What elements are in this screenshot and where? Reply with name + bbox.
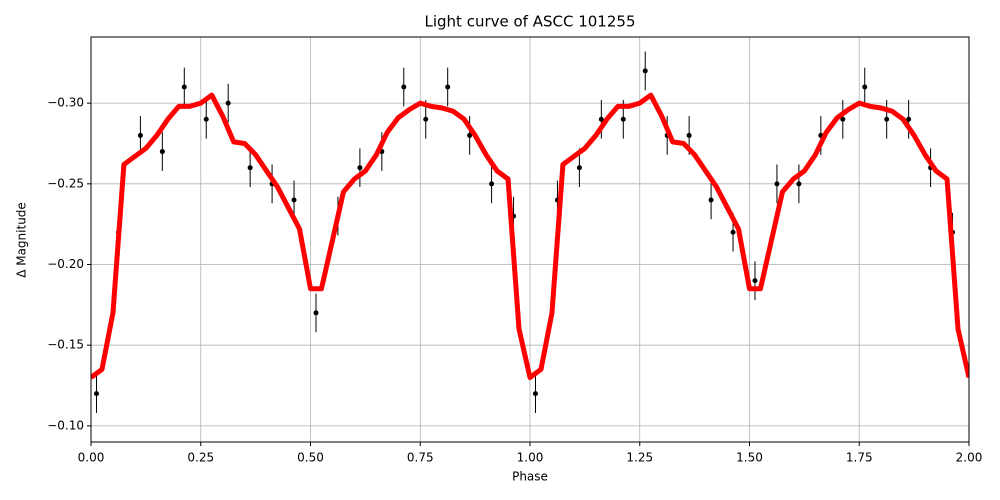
y-tick-label: −0.25 (47, 176, 84, 190)
data-point (423, 116, 429, 122)
x-tick-label: 2.00 (956, 451, 983, 465)
data-point (708, 197, 714, 203)
y-tick-label: −0.30 (47, 96, 84, 110)
data-point (730, 229, 736, 235)
data-point (357, 165, 363, 171)
data-point (620, 116, 626, 122)
data-point (93, 391, 99, 397)
data-point (796, 181, 802, 187)
x-axis-label: Phase (512, 470, 548, 484)
data-point (247, 165, 253, 171)
x-tick-label: 0.00 (78, 451, 105, 465)
x-tick-label: 0.50 (297, 451, 324, 465)
chart-title: Light curve of ASCC 101255 (425, 13, 636, 31)
x-tick-label: 1.00 (517, 451, 544, 465)
plot-frame (90, 36, 970, 443)
x-tick-label: 0.75 (407, 451, 434, 465)
data-point (598, 116, 604, 122)
data-point (686, 132, 692, 138)
data-point (203, 116, 209, 122)
data-point (489, 181, 495, 187)
data-point (840, 116, 846, 122)
data-point (532, 391, 538, 397)
data-point (401, 84, 407, 90)
y-tick-label: −0.10 (47, 418, 84, 432)
y-tick-label: −0.15 (47, 338, 84, 352)
data-point (181, 84, 187, 90)
data-point (884, 116, 890, 122)
curve (91, 92, 969, 380)
data-point (906, 116, 912, 122)
y-axis-label: Δ Magnitude (15, 202, 29, 278)
data-point (313, 310, 319, 316)
data-point (774, 181, 780, 187)
data-point (225, 100, 231, 106)
y-tick-label: −0.20 (47, 257, 84, 271)
data-point (752, 278, 758, 284)
data-point (137, 132, 143, 138)
data-point (862, 84, 868, 90)
data-point (291, 197, 297, 203)
x-tick-label: 1.25 (626, 451, 653, 465)
x-tick-label: 0.25 (187, 451, 214, 465)
x-tick-label: 1.50 (736, 451, 763, 465)
data-point (642, 68, 648, 74)
x-tick-label: 1.75 (846, 451, 873, 465)
data-point (159, 149, 165, 155)
data-point (576, 165, 582, 171)
data-point (445, 84, 451, 90)
data-point (467, 132, 473, 138)
